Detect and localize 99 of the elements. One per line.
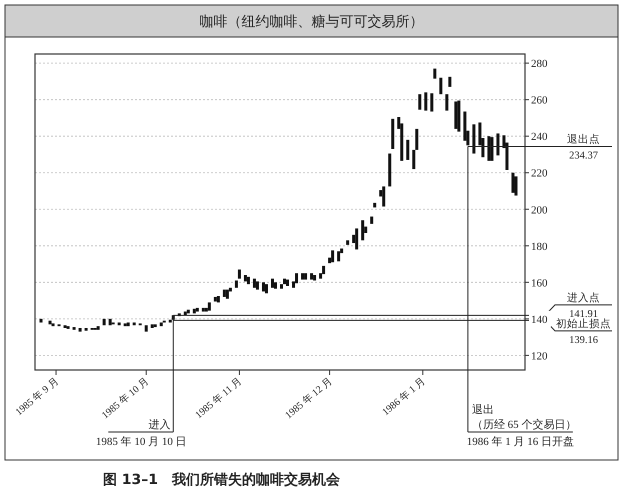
bar	[382, 186, 386, 207]
y-tick-label: 120	[531, 350, 548, 362]
y-tick-label: 280	[531, 58, 548, 70]
bar	[322, 266, 326, 274]
bar	[126, 322, 130, 326]
bar	[244, 275, 247, 282]
bar	[40, 318, 43, 323]
bar	[301, 273, 304, 280]
bar	[66, 326, 70, 329]
caption: 图 13–1 我们所错失的咖啡交易机会	[102, 471, 342, 488]
bar	[216, 296, 220, 302]
bar	[222, 290, 226, 297]
ref-line-label: 退出	[472, 403, 494, 416]
bar	[331, 250, 334, 262]
y-tick-label: 180	[531, 240, 548, 253]
x-tick-label: 1985 年 9 月	[13, 375, 61, 418]
bar	[84, 328, 88, 331]
bar	[196, 308, 199, 312]
bar	[454, 101, 458, 129]
bar	[445, 94, 448, 111]
bar	[415, 128, 418, 150]
bar	[264, 284, 268, 294]
bar	[124, 323, 127, 326]
bar	[373, 202, 376, 208]
bar	[448, 76, 452, 87]
bar	[514, 176, 518, 196]
bar	[472, 124, 476, 154]
bar	[192, 308, 196, 314]
bar	[412, 150, 416, 170]
text: 1986 年 1 月 16 日开盘	[466, 436, 574, 448]
bar	[457, 100, 460, 132]
bar	[252, 278, 256, 288]
ref-line-label: 退出点	[567, 132, 600, 146]
y-tick-label: 220	[531, 168, 548, 180]
bar	[184, 312, 187, 316]
bar	[490, 137, 494, 161]
bar	[64, 325, 67, 328]
x-tick-label: 1985 年 11 月	[192, 375, 244, 422]
bar	[78, 328, 82, 332]
text: 234.37	[569, 150, 598, 162]
bar	[246, 276, 250, 284]
y-tick-label: 160	[531, 277, 548, 290]
bar	[96, 326, 100, 330]
bar	[270, 278, 274, 288]
bar	[496, 133, 500, 156]
x-tick-label: 1985 年 12 月	[282, 375, 335, 422]
bar	[406, 140, 410, 160]
bar	[388, 154, 392, 186]
bar	[274, 282, 277, 289]
bar	[186, 310, 190, 314]
bar	[430, 93, 434, 112]
bar	[234, 280, 238, 288]
bar	[202, 308, 205, 312]
bar	[160, 322, 163, 326]
bar	[144, 325, 148, 332]
bar	[208, 302, 211, 311]
bar	[337, 251, 340, 262]
bar	[511, 172, 514, 193]
bar	[286, 280, 290, 286]
bar	[226, 290, 229, 299]
text: 1985 年 10 月 10 日	[96, 436, 187, 448]
text: （历经 65 个交易日）	[472, 418, 576, 431]
bar	[154, 324, 157, 328]
bar	[256, 281, 259, 290]
bar	[150, 324, 154, 328]
y-tick-label: 260	[531, 94, 548, 107]
bar	[262, 282, 265, 292]
bar	[72, 327, 76, 330]
bar	[487, 136, 490, 161]
y-tick-label: 200	[531, 204, 548, 216]
bar	[118, 322, 121, 326]
x-tick-label: 1986 年 1 月	[380, 375, 428, 418]
bar	[355, 228, 358, 250]
bar	[370, 216, 374, 224]
bar	[52, 323, 55, 326]
ref-line-label: 进入点	[567, 290, 600, 304]
bar	[168, 320, 172, 323]
bar	[439, 78, 442, 94]
bar	[346, 240, 350, 245]
bar	[313, 275, 316, 280]
y-tick-label: 140	[531, 314, 548, 326]
bar	[391, 118, 394, 149]
text: 139.16	[569, 334, 598, 346]
bar	[108, 318, 112, 326]
bar	[280, 284, 284, 289]
bar	[310, 273, 314, 280]
bar	[424, 92, 428, 111]
bar	[283, 278, 286, 284]
bar	[418, 94, 422, 110]
y-tick-label: 240	[531, 131, 548, 144]
bar	[102, 318, 106, 326]
bar	[48, 320, 52, 324]
bar	[433, 68, 436, 79]
chart-title: 咖啡（纽约咖啡、糖与可可交易所）	[200, 14, 424, 30]
bar	[304, 273, 308, 280]
bar	[132, 322, 136, 326]
bar	[361, 220, 364, 240]
bar	[238, 270, 241, 279]
bar	[214, 296, 217, 302]
